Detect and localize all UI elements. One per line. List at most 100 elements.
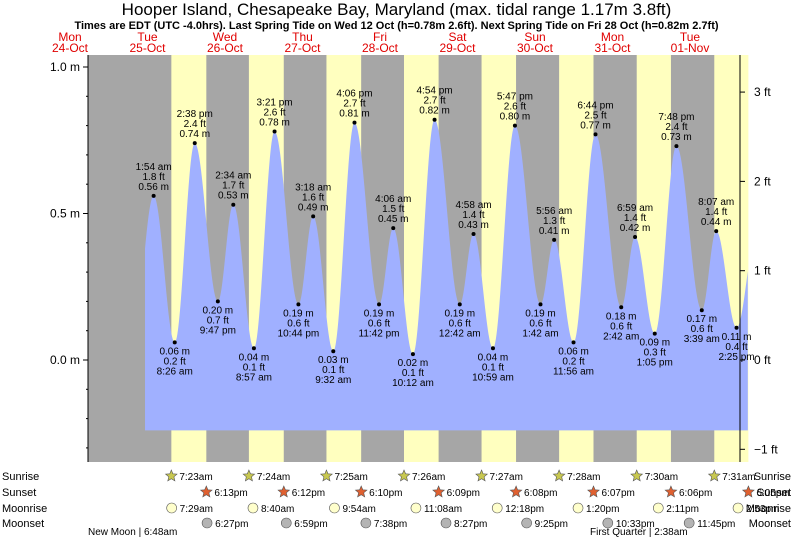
low-tide-label: 1:05 pm [637, 358, 673, 369]
sunrise-icon [707, 469, 721, 482]
left-tick-label: 1.0 m [50, 60, 80, 74]
axes: 1.0 m 0.5 m 0.0 m 3 ft 2 ft 1 ft 0 ft −1 ft [50, 55, 778, 462]
day-date-label: 29-Oct [439, 41, 476, 55]
day-name-label: Fri [373, 30, 387, 44]
extreme-point [172, 340, 177, 345]
low-tide-label: 0.19 m [364, 308, 395, 319]
sunset-icon [509, 485, 523, 498]
moonset-time: 10:33pm [616, 519, 655, 530]
high-tide-label: 1.4 ft [705, 207, 727, 218]
extreme-point [699, 308, 704, 313]
moonrise-icon [166, 502, 177, 514]
sunrise-time: 7:31am [722, 472, 755, 483]
moonrise-icon [491, 502, 503, 514]
sunset-time: 6:05pm [756, 488, 789, 499]
moonset-time: 6:59pm [294, 519, 327, 530]
extreme-point [512, 123, 517, 128]
sunset-time: 6:12pm [292, 488, 325, 499]
low-tide-label: 11:42 pm [359, 328, 400, 339]
extreme-point [352, 120, 357, 125]
low-tide-label: 0.20 m [203, 305, 234, 316]
right-tick-label: 3 ft [754, 85, 771, 99]
high-tide-label: 0.80 m [500, 112, 531, 123]
low-tide-label: 0.6 ft [529, 318, 551, 329]
sunrise-icon [630, 469, 644, 482]
high-tide-label: 1:54 am [136, 162, 172, 173]
moonset-time: 11:45pm [697, 519, 735, 530]
extreme-point [593, 132, 598, 137]
row-label-right: Sunrise [754, 471, 791, 483]
low-tide-label: 0.17 m [686, 314, 717, 325]
moonrise-icon [572, 502, 584, 514]
sunset-time: 6:13pm [214, 488, 247, 499]
high-tide-label: 2.5 ft [584, 110, 606, 121]
high-tide-label: 0.78 m [259, 117, 290, 128]
high-tide-label: 0.44 m [701, 217, 732, 228]
extreme-point [471, 232, 476, 237]
right-tick-label: 2 ft [754, 174, 771, 188]
moonrise-icon [247, 502, 259, 514]
extreme-point [231, 202, 236, 207]
high-tide-label: 2:34 am [215, 171, 251, 182]
moonrise-icon [653, 502, 664, 514]
high-tide-label: 3:18 am [295, 182, 331, 193]
extreme-point [215, 299, 220, 304]
sunset-time: 6:10pm [369, 488, 402, 499]
high-tide-label: 0.49 m [298, 202, 329, 213]
low-tide-label: 8:57 am [236, 372, 272, 383]
high-tide-label: 4:54 pm [417, 86, 453, 97]
extreme-point [538, 302, 543, 307]
high-tide-label: 1.5 ft [382, 204, 404, 215]
sunrise-time: 7:27am [490, 472, 523, 483]
high-tide-label: 1.4 ft [624, 213, 646, 224]
low-tide-label: 0.09 m [639, 338, 670, 349]
low-tide-label: 0.19 m [444, 308, 475, 319]
sunset-icon [664, 485, 678, 498]
day-name-label: Tue [137, 30, 158, 44]
extreme-point [377, 302, 382, 307]
sunset-icon [277, 485, 291, 498]
extreme-point [311, 214, 316, 219]
high-tide-label: 0.45 m [378, 214, 409, 225]
moonset-time: 7:38pm [374, 519, 407, 530]
high-tide-label: 1.4 ft [462, 210, 484, 221]
low-tide-label: 0.04 m [478, 352, 509, 363]
low-tide-label: 10:44 pm [278, 328, 320, 339]
moonrise-time: 9:54am [342, 504, 375, 515]
row-label-left: Moonrise [2, 503, 47, 515]
extreme-point [296, 302, 301, 307]
chart-subtitle: Times are EDT (UTC -4.0hrs). Last Spring… [74, 20, 719, 32]
day-date-label: 01-Nov [671, 41, 710, 55]
high-tide-label: 1.6 ft [302, 192, 324, 203]
sunrise-time: 7:23am [179, 472, 212, 483]
sunset-icon [354, 485, 368, 498]
moonrise-time: 2:53pm [746, 504, 779, 515]
row-label-right: Sunset [757, 487, 791, 499]
right-tick-label: 1 ft [754, 264, 771, 278]
moonset-time: 9:25pm [535, 519, 568, 530]
day-name-label: Mon [58, 30, 81, 44]
low-tide-label: 0.2 ft [562, 356, 584, 367]
high-tide-label: 2.7 ft [343, 99, 365, 110]
low-tide-label: 0.6 ft [691, 324, 713, 335]
high-tide-label: 2.4 ft [184, 119, 206, 130]
extreme-point [410, 352, 415, 357]
high-tide-label: 4:58 am [455, 200, 491, 211]
high-tide-label: 6:59 am [617, 203, 653, 214]
high-tide-label: 0.56 m [138, 182, 169, 193]
low-tide-label: 0.03 m [318, 355, 349, 366]
extreme-point [734, 325, 739, 330]
right-strip [734, 55, 740, 462]
sunrise-icon [319, 469, 333, 482]
low-tide-label: 2:25 pm [718, 352, 754, 363]
sunrise-time: 7:30am [645, 472, 678, 483]
extreme-point [571, 340, 576, 345]
extreme-point [652, 331, 657, 336]
day-name-label: Sat [448, 30, 467, 44]
low-tide-label: 0.6 ft [610, 321, 632, 332]
low-tide-label: 11:56 am [553, 366, 594, 377]
sunset-icon [199, 485, 213, 498]
sunset-time: 6:08pm [524, 488, 557, 499]
low-tide-label: 10:59 am [472, 372, 514, 383]
day-name-label: Sun [524, 30, 545, 44]
